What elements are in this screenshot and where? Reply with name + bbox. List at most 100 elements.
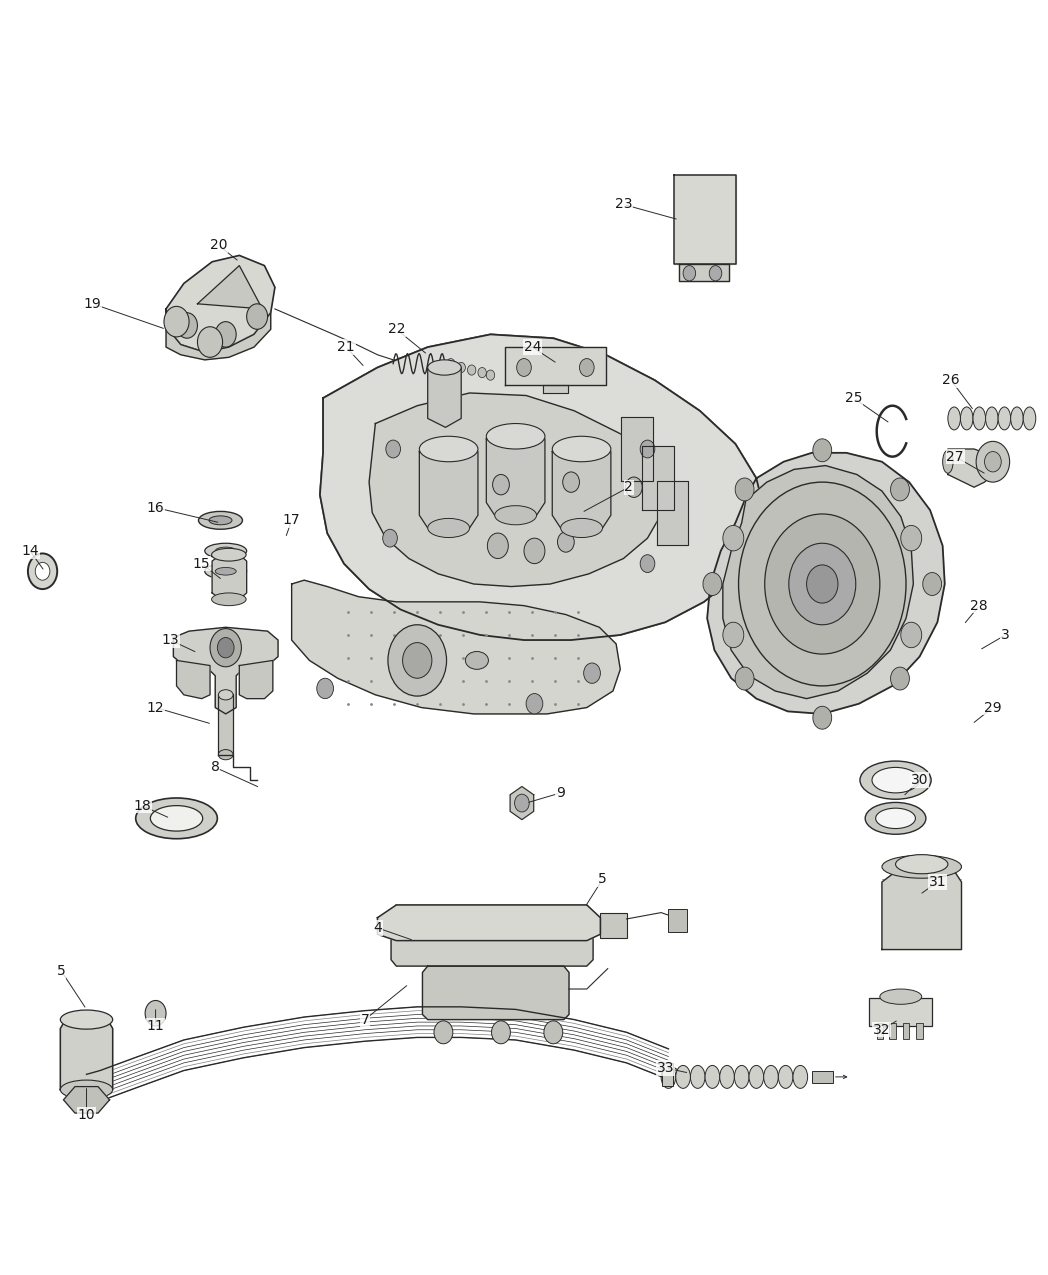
Ellipse shape (215, 547, 236, 555)
Ellipse shape (661, 1066, 676, 1089)
Text: 15: 15 (193, 557, 211, 571)
Ellipse shape (212, 593, 246, 606)
Circle shape (735, 478, 754, 501)
Ellipse shape (749, 1066, 764, 1089)
Polygon shape (320, 334, 765, 640)
Ellipse shape (465, 652, 488, 669)
Circle shape (813, 706, 832, 729)
Polygon shape (428, 367, 461, 427)
Text: 3: 3 (1001, 629, 1010, 641)
Bar (890, 1024, 896, 1039)
Polygon shape (391, 905, 593, 966)
Text: 12: 12 (147, 700, 165, 714)
Bar (812, 1071, 833, 1084)
Circle shape (789, 543, 856, 625)
Ellipse shape (561, 519, 603, 538)
Polygon shape (61, 1020, 113, 1090)
Circle shape (402, 643, 432, 678)
Text: 18: 18 (133, 798, 151, 812)
Circle shape (446, 358, 455, 368)
Polygon shape (197, 265, 262, 309)
Ellipse shape (218, 690, 233, 700)
Ellipse shape (198, 511, 242, 529)
Circle shape (709, 265, 722, 280)
Polygon shape (377, 905, 601, 941)
Ellipse shape (135, 798, 217, 839)
Ellipse shape (486, 423, 545, 449)
Ellipse shape (1023, 407, 1035, 430)
Circle shape (544, 1021, 563, 1044)
Circle shape (723, 622, 744, 648)
Ellipse shape (896, 854, 947, 873)
Polygon shape (419, 451, 478, 528)
Circle shape (683, 265, 696, 280)
Circle shape (517, 358, 531, 376)
Text: 29: 29 (984, 700, 1002, 714)
Polygon shape (176, 660, 210, 699)
Circle shape (922, 572, 941, 595)
Text: 8: 8 (211, 760, 220, 774)
Polygon shape (64, 1086, 110, 1113)
Circle shape (739, 482, 907, 686)
Circle shape (246, 303, 267, 329)
Bar (917, 1024, 922, 1039)
Circle shape (640, 555, 655, 572)
Polygon shape (642, 446, 674, 510)
Ellipse shape (61, 1080, 113, 1099)
Ellipse shape (212, 548, 246, 561)
Ellipse shape (876, 808, 916, 829)
Polygon shape (947, 449, 992, 487)
Polygon shape (552, 451, 611, 528)
Text: 16: 16 (147, 501, 165, 515)
Text: 7: 7 (361, 1012, 369, 1026)
Text: 25: 25 (845, 391, 863, 405)
Ellipse shape (947, 407, 960, 430)
Circle shape (901, 525, 921, 551)
Text: 13: 13 (161, 634, 179, 646)
Ellipse shape (218, 750, 233, 760)
Text: 23: 23 (615, 198, 632, 212)
Circle shape (383, 529, 397, 547)
Text: 17: 17 (283, 514, 301, 528)
Polygon shape (486, 439, 545, 515)
Circle shape (640, 440, 655, 458)
Circle shape (215, 321, 236, 347)
Text: 5: 5 (598, 872, 607, 886)
Ellipse shape (720, 1066, 735, 1089)
Circle shape (36, 562, 50, 580)
Polygon shape (173, 627, 278, 714)
Circle shape (28, 553, 58, 589)
Circle shape (217, 638, 234, 658)
Circle shape (813, 439, 832, 462)
Circle shape (703, 572, 722, 595)
Polygon shape (723, 465, 914, 699)
Ellipse shape (779, 1066, 793, 1089)
Circle shape (145, 1001, 166, 1026)
Ellipse shape (428, 360, 461, 375)
Text: 24: 24 (524, 340, 541, 354)
Ellipse shape (215, 567, 236, 575)
Ellipse shape (880, 989, 921, 1005)
Circle shape (486, 370, 495, 380)
Polygon shape (212, 555, 246, 599)
Text: 14: 14 (21, 544, 39, 558)
Ellipse shape (973, 407, 985, 430)
FancyArrowPatch shape (835, 1075, 847, 1079)
Circle shape (563, 472, 580, 492)
Circle shape (807, 565, 838, 603)
Polygon shape (882, 870, 961, 950)
Circle shape (558, 532, 574, 552)
Ellipse shape (419, 436, 478, 462)
Circle shape (580, 358, 594, 376)
Text: 28: 28 (970, 599, 988, 613)
Circle shape (626, 477, 642, 497)
Text: 30: 30 (911, 773, 929, 787)
Circle shape (901, 622, 921, 648)
Ellipse shape (735, 1066, 749, 1089)
Circle shape (723, 525, 744, 551)
Circle shape (316, 678, 333, 699)
Circle shape (526, 694, 543, 714)
Ellipse shape (676, 1066, 691, 1089)
Text: 5: 5 (57, 964, 66, 978)
Circle shape (163, 306, 189, 337)
